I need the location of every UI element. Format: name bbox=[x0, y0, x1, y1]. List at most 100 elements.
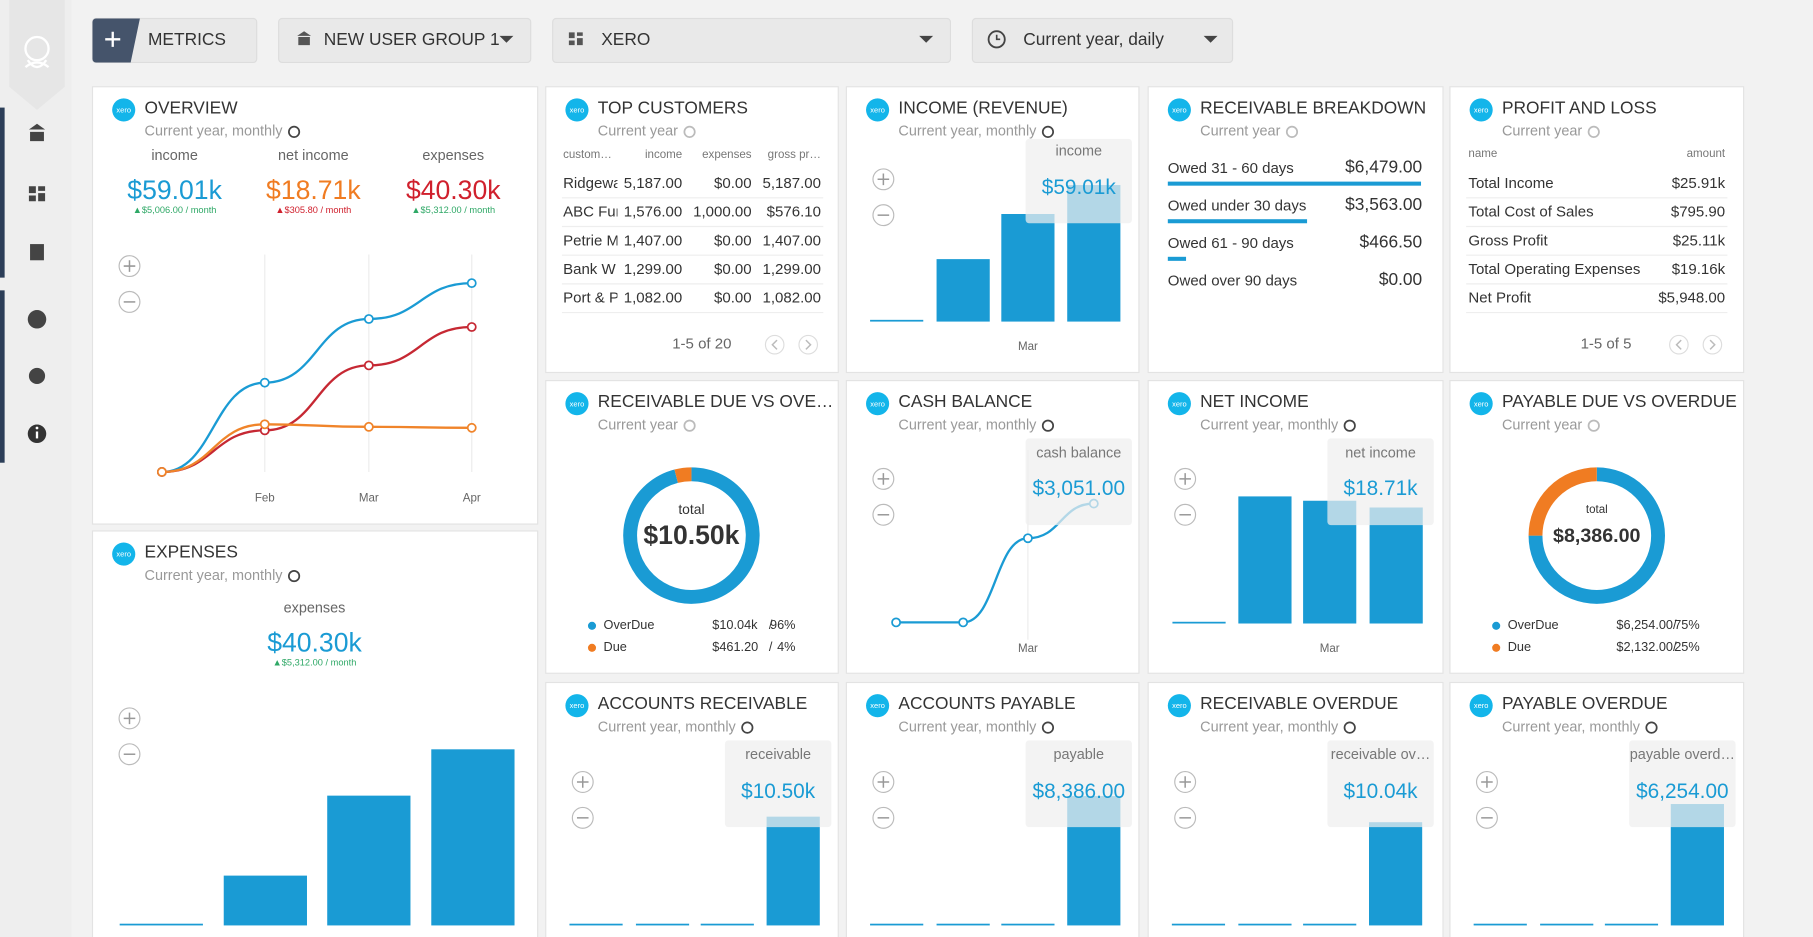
breakdown-bar bbox=[1167, 181, 1422, 186]
widget-subtitle: Current year, monthly bbox=[898, 418, 1037, 434]
nav-dashboard-icon[interactable] bbox=[28, 186, 46, 202]
page-button[interactable] bbox=[798, 334, 819, 355]
plus-icon bbox=[105, 31, 121, 47]
widget-subtitle: Current year bbox=[1502, 124, 1582, 140]
table-cell: 1,407.00 bbox=[624, 232, 682, 249]
tooltip-value: $10.04k bbox=[1344, 780, 1419, 803]
subtitle-icon bbox=[1343, 721, 1356, 734]
widget-subtitle: Current year, monthly bbox=[898, 124, 1037, 140]
pagination: 1-5 of 5 bbox=[1581, 336, 1632, 353]
tooltip bbox=[1025, 740, 1132, 828]
source-badge-text: xero bbox=[570, 105, 585, 114]
nav-user-icon[interactable] bbox=[27, 310, 47, 329]
widget-title: PAYABLE OVERDUE bbox=[1502, 693, 1668, 713]
bar bbox=[119, 923, 203, 926]
table-cell: $25.91k bbox=[1672, 175, 1726, 192]
metric-change: ▲$5,312.00 / month bbox=[273, 657, 357, 667]
bar bbox=[1171, 923, 1226, 926]
table-cell: 1,082.00 bbox=[624, 290, 682, 307]
table-cell: Total Operating Expenses bbox=[1468, 261, 1640, 278]
page-button[interactable] bbox=[764, 334, 785, 355]
widget-subtitle: Current year, monthly bbox=[1200, 418, 1339, 434]
bar bbox=[1001, 923, 1055, 926]
legend-dot bbox=[1492, 643, 1501, 652]
bar bbox=[431, 749, 515, 926]
table-cell: ABC Fur bbox=[563, 204, 621, 221]
info-glyph bbox=[35, 431, 39, 439]
period-select[interactable] bbox=[971, 17, 1234, 64]
zoom-glyph bbox=[877, 473, 890, 485]
subtitle-icon bbox=[683, 419, 696, 432]
source-badge-text: xero bbox=[1172, 399, 1187, 408]
metric-value: $40.30k bbox=[406, 175, 501, 205]
table-cell: $19.16k bbox=[1672, 261, 1726, 278]
zoom-glyph bbox=[576, 776, 589, 788]
series-line bbox=[161, 281, 472, 474]
table-cell: 1,299.00 bbox=[624, 261, 682, 278]
data-point bbox=[1022, 533, 1033, 544]
source-badge-text: xero bbox=[1474, 399, 1489, 408]
x-tick-label: Apr bbox=[463, 493, 481, 505]
metrics-label: METRICS bbox=[148, 29, 226, 49]
zoom-glyph bbox=[123, 260, 136, 272]
subtitle-icon bbox=[1041, 125, 1055, 138]
table-cell: $0.00 bbox=[714, 261, 752, 278]
data-point bbox=[259, 377, 270, 388]
breakdown-label: Owed under 30 days bbox=[1168, 197, 1307, 214]
page-arrow bbox=[1675, 339, 1682, 350]
legend-dot bbox=[587, 621, 597, 630]
x-tick-label: Mar bbox=[1018, 643, 1038, 655]
breakdown-label: Owed 61 - 90 days bbox=[1168, 235, 1294, 252]
tooltip-label: receivable ov… bbox=[1331, 747, 1430, 763]
logo-mark bbox=[24, 59, 50, 69]
page-button[interactable] bbox=[1702, 334, 1723, 355]
legend-label: OverDue bbox=[604, 617, 655, 632]
donut-segment bbox=[1528, 467, 1598, 536]
widget: xero PROFIT AND LOSS Current year name Total… bbox=[1449, 86, 1745, 374]
legend-percent: 25% bbox=[1674, 639, 1699, 654]
metric-change: ▲$305.80 / month bbox=[275, 205, 351, 215]
bar bbox=[766, 816, 820, 926]
table-cell: 1,576.00 bbox=[624, 204, 682, 221]
legend-separator: / bbox=[769, 617, 773, 632]
table-cell: Total Income bbox=[1468, 175, 1553, 192]
metric-label: expenses bbox=[422, 148, 484, 164]
source-badge bbox=[1469, 694, 1493, 718]
legend-label: OverDue bbox=[1508, 617, 1559, 632]
widget-subtitle: Current year, monthly bbox=[1502, 719, 1641, 735]
clock-icon bbox=[987, 30, 1006, 49]
table-cell: 5,187.00 bbox=[762, 175, 820, 192]
widget-title: RECEIVABLE BREAKDOWN bbox=[1200, 97, 1426, 117]
donut-label: total bbox=[1586, 504, 1608, 516]
bar bbox=[1172, 621, 1226, 624]
source-badge bbox=[1469, 392, 1493, 416]
widget: xero RECEIVABLE OVERDUE Current year, mont… bbox=[1147, 681, 1444, 937]
page-button[interactable] bbox=[1669, 334, 1689, 355]
source-badge bbox=[866, 98, 890, 122]
tooltip-label: payable bbox=[1053, 747, 1104, 763]
widget-card bbox=[1147, 86, 1444, 374]
clock-hands bbox=[995, 34, 1001, 41]
legend-percent: 96% bbox=[770, 617, 795, 632]
bar bbox=[700, 923, 754, 926]
bar bbox=[1473, 923, 1527, 926]
legend-label: Due bbox=[604, 639, 627, 654]
tooltip-value: $18.71k bbox=[1344, 477, 1419, 500]
table-header: name bbox=[1468, 148, 1497, 160]
nav-plugin-icon[interactable] bbox=[28, 367, 46, 385]
bar bbox=[635, 923, 690, 926]
tooltip-label: net income bbox=[1345, 445, 1416, 461]
nav-bank-icon[interactable] bbox=[28, 123, 46, 142]
table-cell: Bank W bbox=[563, 261, 616, 278]
metric-value: $59.01k bbox=[127, 175, 222, 205]
series-line bbox=[161, 423, 472, 474]
donut-segment bbox=[674, 467, 692, 483]
source-select[interactable] bbox=[552, 17, 952, 64]
caret bbox=[499, 35, 514, 43]
nav-reports-icon[interactable] bbox=[30, 244, 44, 261]
series-line bbox=[161, 325, 472, 474]
group-select[interactable] bbox=[278, 17, 532, 64]
widget-title: RECEIVABLE DUE VS OVE… bbox=[598, 391, 834, 411]
logo-bg[interactable] bbox=[9, 0, 65, 110]
